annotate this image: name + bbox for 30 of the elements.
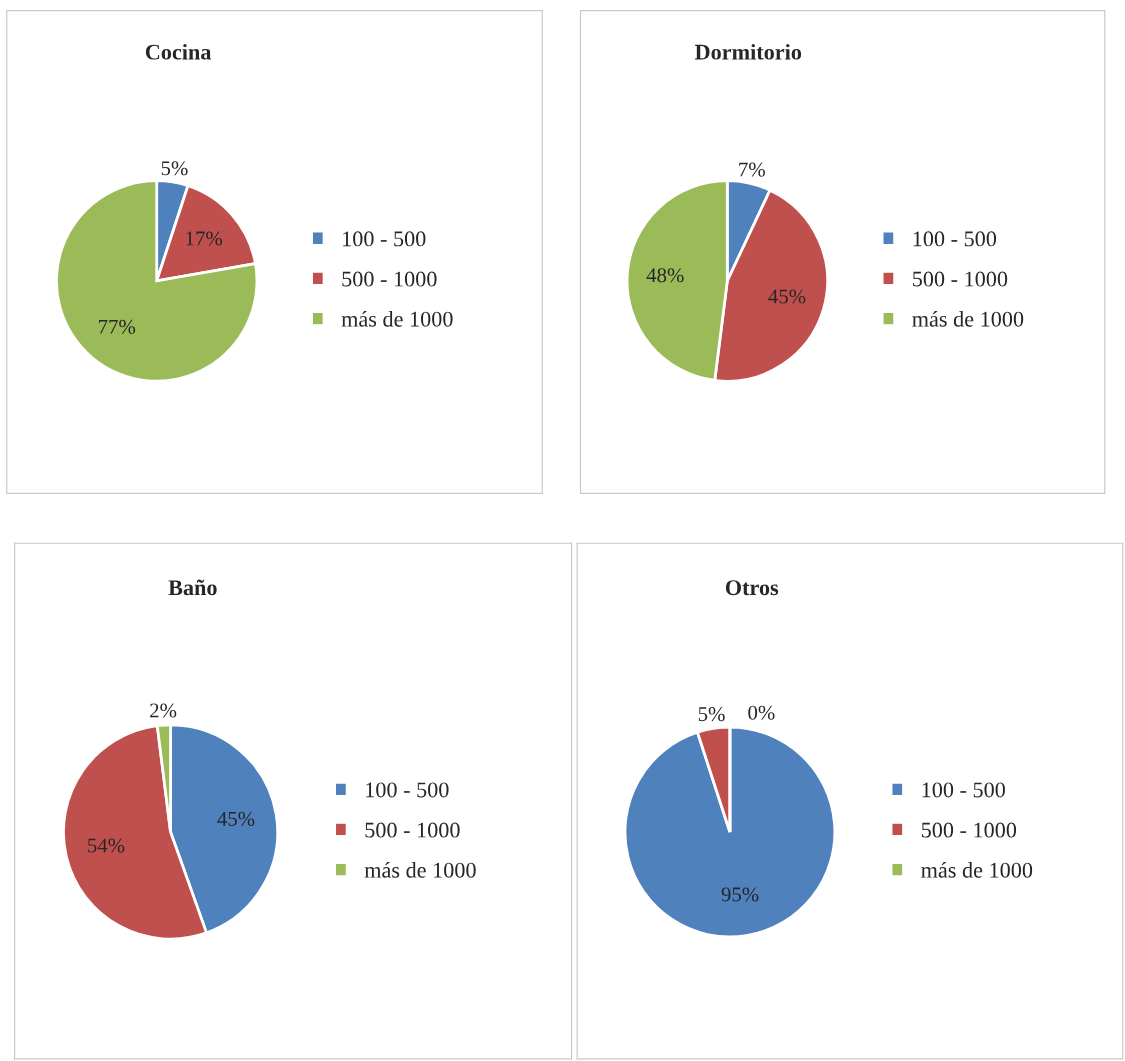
chart-title: Dormitorio — [694, 43, 802, 60]
chart-title: Baño — [168, 579, 217, 596]
legend-label: 500 - 1000 — [342, 271, 437, 287]
pie-slice — [623, 725, 837, 939]
pie-slice — [55, 179, 259, 383]
legend-label: 100 - 500 — [922, 782, 1005, 798]
chart-title: Cocina — [145, 43, 212, 60]
legend-label: más de 1000 — [364, 862, 476, 878]
text: 0% — [748, 705, 775, 720]
legend-label: más de 1000 — [921, 862, 1033, 878]
legend-label: 100 - 500 — [343, 231, 426, 247]
data-label: 5% — [698, 707, 725, 722]
chart-title: Otros — [725, 580, 779, 596]
data-label: 95% — [721, 887, 759, 902]
legend-label: 100 - 500 — [366, 782, 449, 798]
data-label: 45% — [768, 289, 806, 304]
legend-label: 500 - 1000 — [921, 822, 1017, 838]
legend-label: 100 - 500 — [913, 231, 997, 247]
legend-label: 500 - 1000 — [913, 271, 1008, 287]
legend-label: más de 1000 — [912, 311, 1024, 327]
data-label: 45% — [217, 811, 255, 826]
legend-label: más de 1000 — [341, 311, 453, 327]
data-label: 5% — [161, 161, 188, 176]
data-label: 77% — [99, 319, 136, 334]
data-label: 2% — [150, 703, 177, 718]
data-label: 17% — [186, 231, 223, 246]
data-label: 48% — [646, 268, 684, 283]
data-label: 54% — [88, 838, 125, 853]
legend-label: 500 - 1000 — [365, 822, 460, 838]
data-label: 7% — [739, 162, 765, 177]
